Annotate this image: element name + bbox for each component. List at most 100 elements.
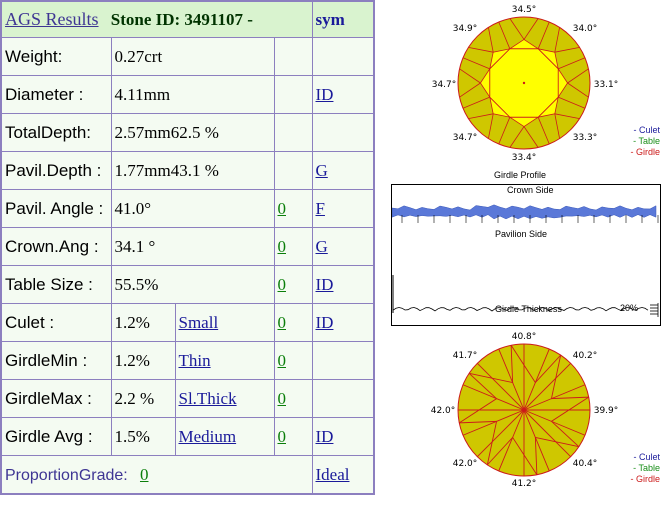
- row-label: Culet :: [0, 303, 112, 342]
- sym-link[interactable]: G: [315, 236, 328, 256]
- sym-link[interactable]: F: [315, 198, 325, 218]
- row-label: Table Size :: [0, 265, 112, 304]
- crown-facet-line: [462, 96, 490, 109]
- crown-angle-top: 34.5°: [512, 5, 537, 15]
- legend-culet: - Culet: [633, 452, 660, 462]
- row-grade-cell: 0: [273, 227, 313, 266]
- pavilion-facet-line: [523, 409, 586, 436]
- pavilion-legend: - Culet - Table - Girdle: [600, 452, 660, 485]
- grade-link[interactable]: 0: [277, 198, 287, 218]
- row-sym-cell: G: [311, 227, 375, 266]
- row-sym-cell: ID: [311, 75, 375, 114]
- row-sym-cell: G: [311, 151, 375, 190]
- crown-facet-line: [459, 68, 481, 84]
- crown-facet-line: [558, 96, 586, 109]
- row-value: 1.2%: [110, 341, 176, 380]
- sym-link[interactable]: ID: [315, 426, 334, 446]
- pavilion-facet-line: [550, 396, 589, 447]
- pavilion-facet-line: [523, 409, 550, 472]
- crown-facet-line: [523, 126, 539, 148]
- pavilion-facet-line: [462, 384, 525, 411]
- pavilion-diagram: 40.8° 41.7° 40.2° 42.0° 39.9° 42.0° 40.4…: [431, 332, 619, 489]
- sym-link[interactable]: G: [315, 160, 328, 180]
- overall-grade-link[interactable]: Ideal: [315, 464, 350, 484]
- pavilion-facet-line: [459, 420, 498, 465]
- sym-header-cell: sym: [311, 0, 375, 38]
- row-grade-cell: 0: [273, 303, 313, 342]
- girdle-profile-panel: Crown Side Pavilion Side Girdle Thicknes…: [391, 184, 661, 326]
- crown-facet-line: [537, 21, 550, 49]
- crown-facet-line: [468, 113, 494, 119]
- row-desc-cell: Small: [174, 303, 275, 342]
- row-value: 2.2 %: [110, 379, 176, 418]
- grade-link[interactable]: 0: [277, 274, 287, 294]
- row-value: 1.77mm43.1 %: [110, 151, 275, 190]
- stone-id: Stone ID: 3491107 -: [110, 10, 253, 29]
- grade-link[interactable]: 0: [277, 236, 287, 256]
- table-row: Pavil. Angle : 41.0° 0 F: [0, 189, 375, 228]
- row-label: TotalDepth:: [0, 113, 112, 152]
- legend-girdle: - Girdle: [630, 147, 660, 157]
- sym-link[interactable]: ID: [315, 274, 334, 294]
- row-percent: 43.1 %: [170, 160, 219, 180]
- overall-cell: Ideal: [311, 455, 375, 495]
- footer-row: ProportionGrade: 0 Ideal: [0, 455, 375, 495]
- pavilion-facet-line: [459, 373, 498, 424]
- crown-facet-line: [554, 27, 560, 53]
- report-title: AGS Results: [5, 9, 99, 29]
- row-label: Weight:: [0, 37, 112, 76]
- crown-facet-line: [488, 27, 494, 53]
- crown-diagram: 34.5° 34.9° 34.0° 34.7° 33.1° 34.7° 33.3…: [432, 5, 619, 163]
- pavilion-angle-top-right: 40.2°: [573, 351, 598, 361]
- crown-facet-line: [554, 113, 560, 139]
- sym-link[interactable]: ID: [315, 84, 334, 104]
- row-value: 34.1 °: [110, 227, 275, 266]
- pavilion-facets: [458, 344, 590, 476]
- row-value: 0.27crt: [110, 37, 275, 76]
- header-cell: AGS Results Stone ID: 3491107 -: [0, 0, 313, 38]
- row-sym-cell: [311, 37, 375, 76]
- table-row: GirdleMax : 2.2 % Sl.Thick 0: [0, 379, 375, 418]
- crown-angle-top-right: 34.0°: [573, 24, 598, 34]
- proportion-grade-link[interactable]: 0: [139, 464, 149, 484]
- row-grade-cell: [273, 75, 313, 114]
- desc-link[interactable]: Sl.Thick: [178, 388, 237, 408]
- sym-link[interactable]: ID: [315, 312, 334, 332]
- grade-link[interactable]: 0: [277, 350, 287, 370]
- row-sym-cell: ID: [311, 417, 375, 456]
- crown-facet-line: [567, 68, 589, 84]
- row-sym-cell: ID: [311, 265, 375, 304]
- pavilion-facet-line: [477, 363, 525, 411]
- crown-facet-line: [558, 57, 586, 70]
- pavilion-angle-bottom-left: 42.0°: [453, 459, 478, 469]
- desc-link[interactable]: Small: [178, 312, 219, 332]
- crown-angle-bottom: 33.4°: [512, 153, 537, 163]
- pavilion-facet-line: [477, 409, 525, 457]
- table-row: GirdleMin : 1.2% Thin 0: [0, 341, 375, 380]
- row-desc-cell: Thin: [174, 341, 275, 380]
- crown-angle-bottom-right: 33.3°: [573, 133, 598, 143]
- crown-facet-line: [468, 47, 494, 53]
- crown-facet-line: [554, 113, 580, 119]
- row-value: 4.11mm: [110, 75, 275, 114]
- crown-facet-line: [509, 126, 525, 148]
- crown-facet-line: [488, 113, 494, 139]
- grade-link[interactable]: 0: [277, 388, 287, 408]
- grade-link[interactable]: 0: [277, 312, 287, 332]
- pavilion-angle-right: 39.9°: [594, 406, 619, 416]
- desc-link[interactable]: Medium: [178, 426, 237, 446]
- row-measure: 1.77mm: [114, 160, 171, 180]
- row-percent: 62.5 %: [170, 122, 219, 142]
- crown-facet-line: [567, 82, 589, 98]
- row-label: Pavil. Angle :: [0, 189, 112, 228]
- crown-angle-right: 33.1°: [594, 80, 619, 90]
- desc-link[interactable]: Thin: [178, 350, 211, 370]
- girdle-thickness-label: Girdle Thickness: [495, 304, 562, 314]
- table-row: Girdle Avg : 1.5% Medium 0 ID: [0, 417, 375, 456]
- crown-angle-bottom-left: 34.7°: [453, 133, 478, 143]
- proportion-grade-label: ProportionGrade:: [5, 466, 128, 484]
- grade-link[interactable]: 0: [277, 426, 287, 446]
- pavilion-facet-line: [498, 348, 525, 411]
- girdle-thickness-graph: [392, 275, 659, 317]
- pavilion-facet-line: [487, 436, 538, 475]
